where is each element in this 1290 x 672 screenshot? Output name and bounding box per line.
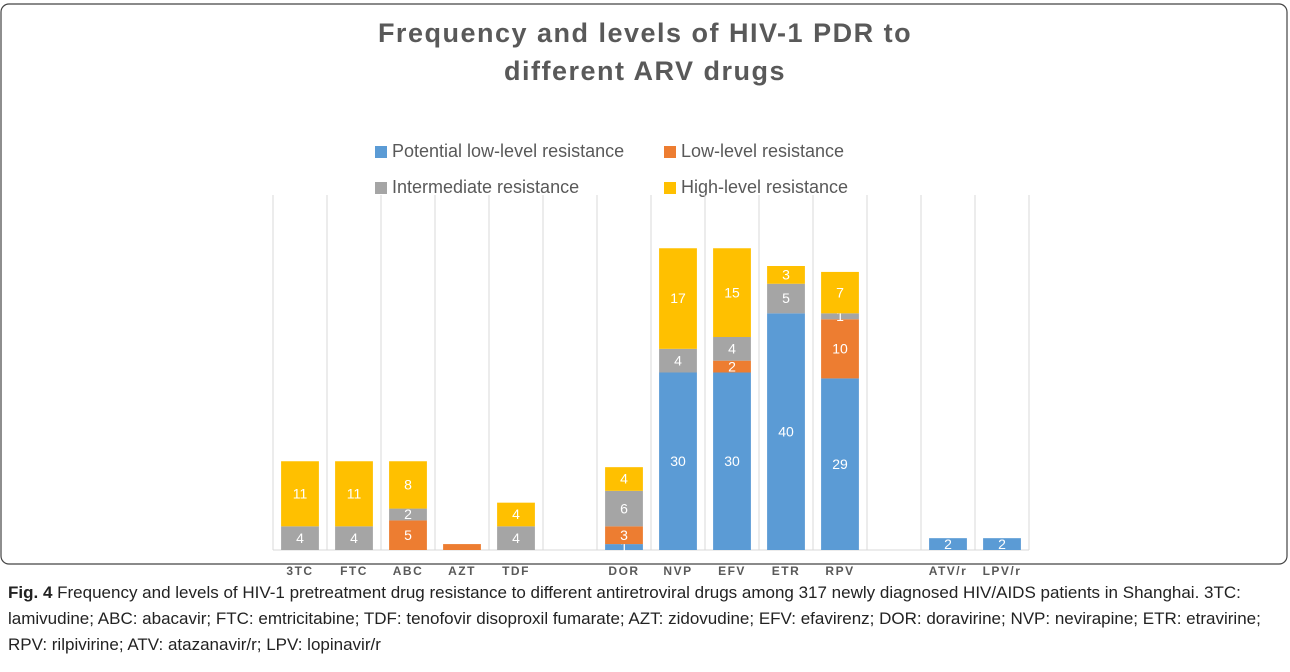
x-tick-label: DOR	[608, 564, 639, 578]
bar-segment	[389, 520, 427, 550]
x-tick-label: RPV	[825, 564, 854, 578]
bar-segment	[389, 508, 427, 521]
data-label: 4	[350, 530, 358, 546]
x-tick-label: TDF	[502, 564, 530, 578]
data-label: 8	[404, 477, 412, 493]
data-label: 30	[670, 453, 686, 469]
data-label: 1	[620, 539, 628, 555]
data-label: 4	[674, 352, 682, 368]
bar-segment	[767, 313, 805, 550]
x-tick-label: 3TC	[286, 564, 313, 578]
x-tick-label: FTC	[340, 564, 368, 578]
x-tick-label: LPV/r	[983, 564, 1022, 578]
bar-segment	[281, 526, 319, 550]
bar-segment	[821, 319, 859, 379]
data-label: 3	[782, 267, 790, 283]
bar-segment	[605, 526, 643, 545]
data-label: 5	[782, 290, 790, 306]
data-label: 2	[728, 358, 736, 374]
data-label: 11	[293, 485, 308, 501]
bar-segment	[389, 461, 427, 509]
x-tick-label: ETR	[772, 564, 801, 578]
data-label: 4	[728, 341, 736, 357]
caption-text: Frequency and levels of HIV-1 pretreatme…	[8, 583, 1261, 654]
bar-segment	[659, 348, 697, 373]
bar-segment	[713, 360, 751, 373]
bar-segment	[659, 372, 697, 550]
bar-segment	[335, 461, 373, 527]
legend-swatch	[664, 146, 676, 158]
data-label: 2	[404, 506, 412, 522]
bar-segment	[335, 526, 373, 550]
legend-label: Low-level resistance	[681, 141, 844, 161]
data-label: 40	[778, 423, 794, 439]
bar-segment	[713, 337, 751, 361]
data-label: 4	[512, 506, 520, 522]
data-label: 5	[404, 527, 412, 543]
data-label: 29	[832, 456, 848, 472]
bar-segment	[605, 490, 643, 527]
legend-swatch	[375, 182, 387, 194]
data-label: 30	[724, 453, 740, 469]
bar-segment	[443, 544, 481, 550]
x-tick-label: AZT	[448, 564, 476, 578]
chart-border	[0, 3, 1288, 565]
x-tick-label: NVP	[663, 564, 692, 578]
legend-label: High-level resistance	[681, 177, 848, 197]
data-label: 4	[296, 530, 304, 546]
bar-segment	[821, 271, 859, 314]
data-label: 17	[670, 290, 686, 306]
legend-swatch	[375, 146, 387, 158]
bar-segment	[497, 502, 535, 527]
legend-swatch	[664, 182, 676, 194]
data-label: 7	[836, 284, 844, 300]
data-label: 15	[724, 284, 740, 300]
bar-segment	[605, 544, 643, 550]
bar-segment	[929, 538, 967, 550]
data-label: 1	[836, 308, 844, 324]
bar-segment	[821, 313, 859, 320]
data-label: 10	[832, 341, 848, 357]
bar-segment	[983, 538, 1021, 550]
bar-segment	[821, 378, 859, 550]
bar-segment	[605, 467, 643, 491]
data-label: 2	[998, 536, 1006, 552]
bar-segment	[659, 248, 697, 349]
caption-label: Fig. 4	[8, 583, 53, 602]
x-tick-label: ABC	[393, 564, 424, 578]
bar-segment	[713, 372, 751, 550]
legend-label: Potential low-level resistance	[392, 141, 624, 161]
legend-label: Intermediate resistance	[392, 177, 579, 197]
bar-segment	[767, 266, 805, 284]
chart-title: Frequency and levels of HIV-1 PDR to dif…	[377, 18, 913, 86]
data-label: 11	[347, 485, 362, 501]
x-tick-label: EFV	[718, 564, 746, 578]
data-label: 3	[620, 527, 628, 543]
bar-segment	[713, 248, 751, 337]
data-label: 4	[620, 471, 628, 487]
caption: Fig. 4 Frequency and levels of HIV-1 pre…	[8, 580, 1283, 658]
data-label: 4	[512, 530, 520, 546]
bar-segment	[497, 526, 535, 550]
data-label: 2	[944, 536, 952, 552]
data-label: 6	[620, 500, 628, 516]
x-tick-label: ATV/r	[929, 564, 968, 578]
bar-segment	[767, 283, 805, 314]
bar-segment	[281, 461, 319, 527]
